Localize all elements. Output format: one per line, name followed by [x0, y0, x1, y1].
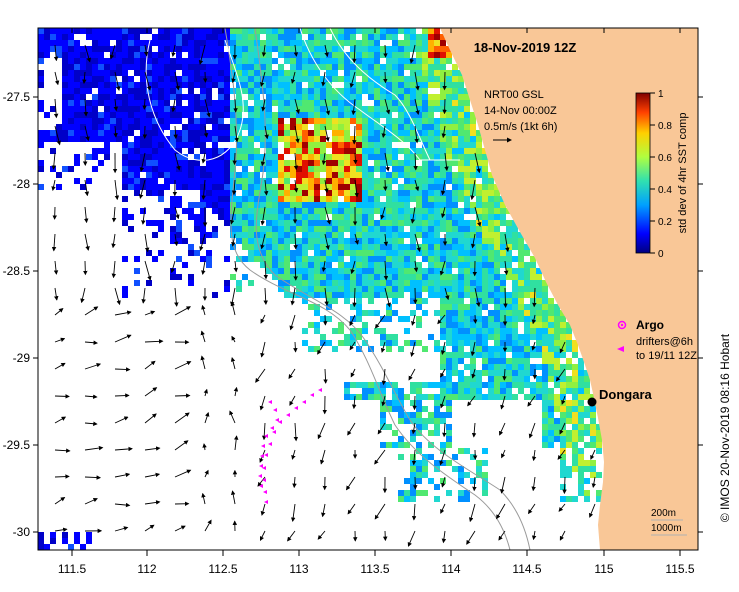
y-tick-label: -27.5	[3, 90, 31, 104]
contour-200m	[254, 28, 531, 550]
argo-marker-icon	[617, 320, 627, 330]
x-tick-label: 113	[289, 562, 308, 576]
current-scale-label: 0.5m/s (1kt 6h)	[484, 121, 557, 133]
colorbar-tick-label: 1	[658, 89, 664, 100]
x-tick-label: 112.5	[208, 562, 237, 576]
sst-data-field	[38, 28, 602, 550]
map-title: 18-Nov-2019 12Z	[474, 40, 577, 55]
colorbar-tick-label: 0.6	[658, 153, 672, 164]
x-tick-label: 114	[441, 562, 460, 576]
y-tick-label: -28.5	[3, 264, 31, 278]
current-source-label: NRT00 GSL	[484, 89, 544, 101]
contour-1000m	[224, 28, 511, 550]
x-tick-label: 112	[137, 562, 156, 576]
colorbar-ticks: 0 0.2 0.4 0.6 0.8 1	[650, 89, 672, 260]
y-tick-label: -29.5	[3, 438, 31, 452]
contour-1000m-label: 1000m	[651, 523, 682, 534]
x-tick-label: 115.5	[665, 562, 694, 576]
y-tick-label: -30	[13, 525, 31, 539]
contour-200m-label: 200m	[651, 508, 676, 519]
x-tick-label: 113.5	[360, 562, 389, 576]
y-tick-label: -28	[13, 177, 31, 191]
x-axis: 111.5 112 112.5 113 113.5 114 114.5 115 115.5	[58, 28, 695, 576]
colorbar-tick-label: 0	[658, 249, 664, 260]
argo-label: Argo	[636, 318, 664, 332]
drifter-tracks	[258, 388, 322, 504]
dongara-marker-icon	[587, 397, 597, 407]
x-tick-label: 114.5	[512, 562, 541, 576]
credit-text: © IMOS 20-Nov-2019 08:16 Hobart	[718, 333, 732, 522]
y-tick-label: -29	[13, 351, 31, 365]
drifter-label-2: to 19/11 12Z	[636, 350, 697, 362]
plot-frame	[37, 27, 699, 551]
y-axis: -27.5 -28 -28.5 -29 -29.5 -30	[3, 90, 703, 539]
colorbar-tick-label: 0.4	[658, 185, 672, 196]
drifter-marker-icon	[617, 346, 624, 352]
colorbar-label: std dev of 4hr SST comp	[677, 113, 689, 234]
current-time-label: 14-Nov 00:00Z	[484, 105, 557, 117]
drifter-label-1: drifters@6h	[636, 336, 693, 348]
contour-shelf-3	[329, 28, 431, 161]
colorbar-tick-label: 0.8	[658, 121, 672, 132]
current-vectors	[51, 44, 597, 547]
place-label-dongara: Dongara	[599, 387, 653, 402]
land-mass	[440, 28, 698, 550]
x-tick-label: 111.5	[58, 562, 87, 576]
colorbar-tick-label: 0.2	[658, 217, 672, 228]
x-tick-label: 115	[594, 562, 613, 576]
colorbar	[635, 92, 651, 254]
contour-shelf-2	[299, 28, 460, 161]
